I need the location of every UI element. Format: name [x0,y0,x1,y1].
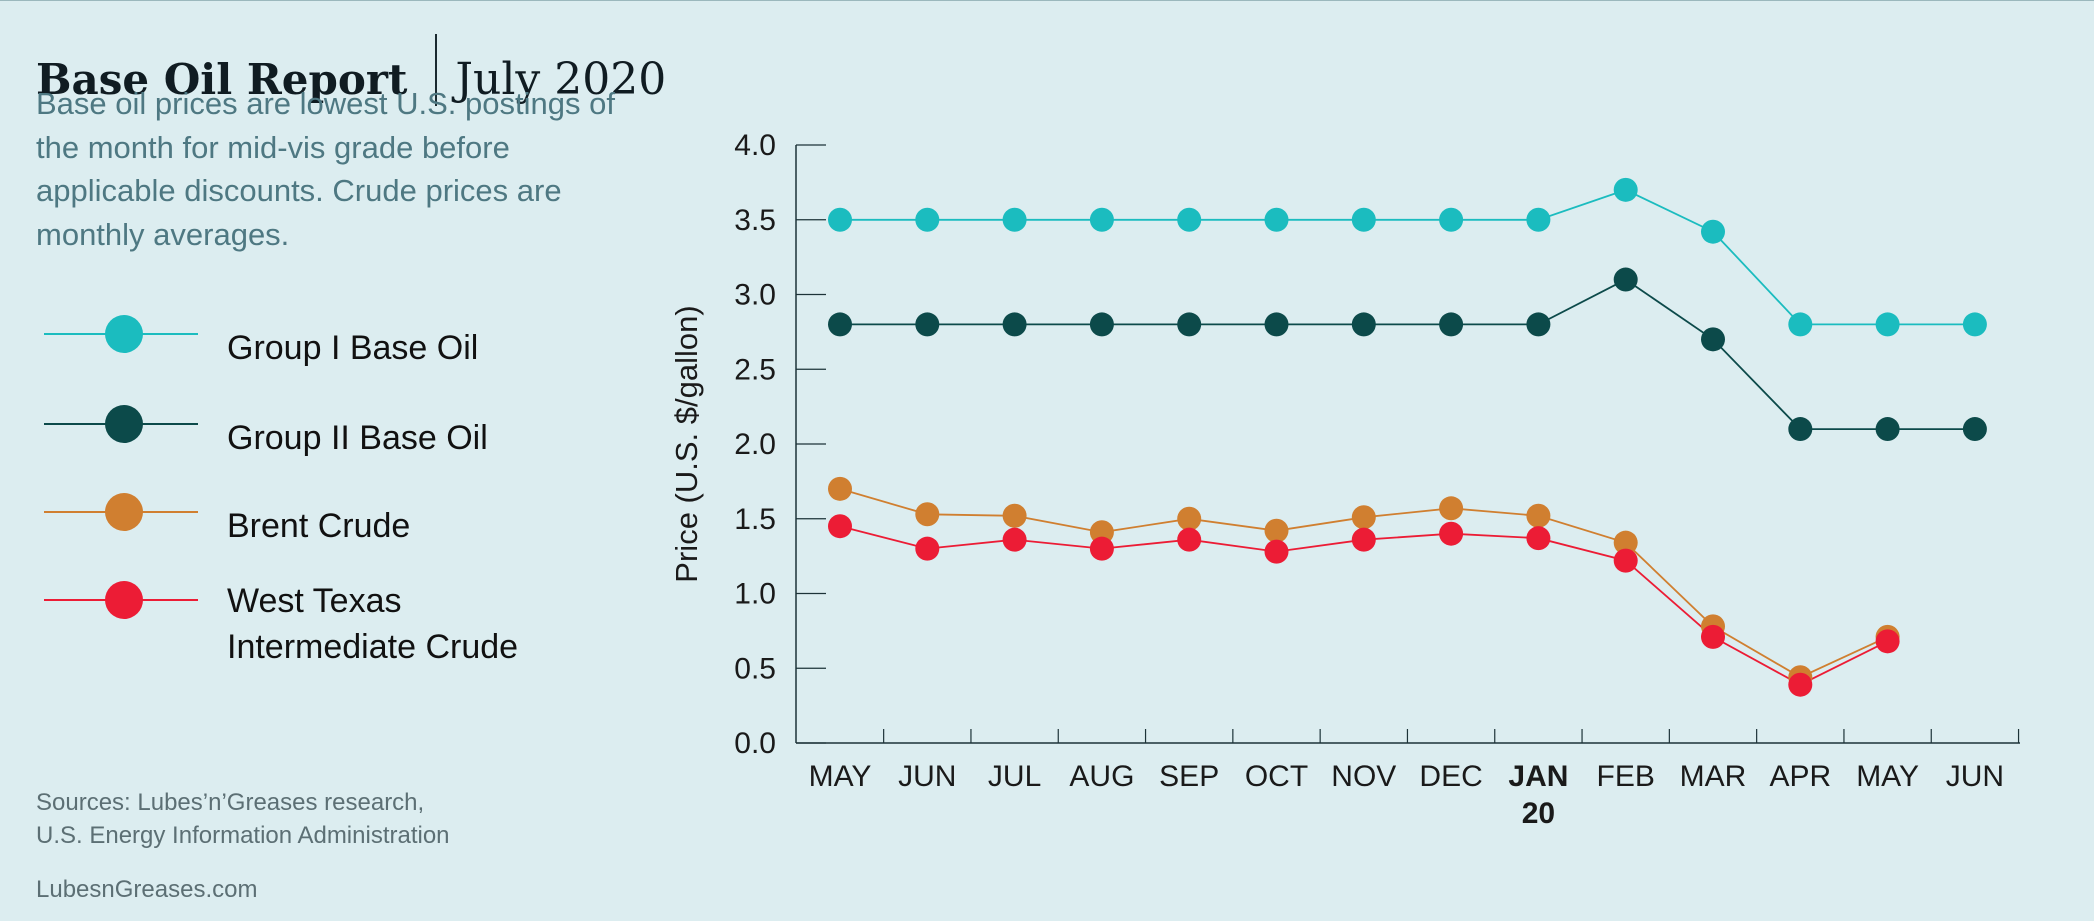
data-point-group-2 [1177,312,1202,337]
legend-swatch-brent [44,493,198,531]
data-point-group-1 [1613,177,1638,202]
data-point-brent [1264,518,1289,543]
y-tick-label: 1.0 [734,578,776,611]
data-point-brent [1002,503,1027,528]
series-line-group-2 [840,278,1975,430]
data-point-brent [915,502,940,527]
series-line-group-1 [840,188,1975,326]
legend-label-group-2: Group II Base Oil [227,419,488,457]
report-description: Base oil prices are lowest U.S. postings… [36,86,615,252]
data-point-group-1 [1089,207,1114,232]
data-point-group-1 [1439,207,1464,232]
data-point-brent [1526,503,1551,528]
data-point-group-1 [1788,312,1813,337]
x-tick-label: DEC [1419,760,1482,793]
data-point-group-2 [828,312,852,337]
data-point-wti [1177,527,1202,552]
sources-note: Sources: Lubes’n’Greases research, U.S. … [36,789,450,849]
data-point-group-2 [1351,312,1376,337]
x-tick-label: SEP [1159,760,1219,793]
data-point-group-2 [915,312,940,337]
data-point-group-1 [1264,207,1289,232]
legend-swatch-group-1 [44,315,198,353]
data-point-group-1 [1177,207,1202,232]
x-tick-label: OCT [1245,760,1308,793]
x-tick-label: NOV [1331,760,1396,793]
data-point-group-2 [1875,417,1900,442]
x-tick-label: AUG [1069,760,1134,793]
legend-label-group-1: Group I Base Oil [227,329,479,367]
data-point-brent [1177,506,1202,531]
y-tick-label: 2.0 [734,428,776,461]
data-point-group-1 [1875,312,1900,337]
report-header: Base Oil Report July 2020 [36,22,667,106]
data-point-wti [1788,672,1813,697]
data-point-wti [1089,536,1114,561]
data-point-wti [1875,629,1900,654]
y-tick-label: 3.0 [734,279,776,312]
data-point-brent [1351,505,1376,530]
data-point-group-1 [1526,207,1551,232]
data-point-wti [1701,624,1725,649]
data-point-group-2 [1788,417,1813,442]
site-credit: LubesnGreases.com [36,876,258,903]
legend-label-brent: Brent Crude [227,507,411,545]
data-point-wti [828,514,852,539]
data-point-group-2 [1962,417,1987,442]
legend-swatch-wti [44,581,198,619]
data-point-group-2 [1701,327,1725,352]
data-point-brent [828,476,852,501]
data-point-wti [1439,521,1464,546]
data-point-group-1 [1351,207,1376,232]
data-point-wti [1526,526,1551,551]
x-tick-label: MAY [1856,760,1919,793]
top-rule [0,0,2094,1]
data-point-group-1 [915,207,940,232]
report-title: Base Oil Report [36,55,408,104]
x-tick-label: MAY [809,760,872,793]
data-point-wti [915,536,940,561]
y-tick-label: 0.5 [734,652,776,685]
y-tick-label: 0.0 [734,727,776,760]
data-point-brent [1439,496,1464,521]
data-point-group-1 [1002,207,1027,232]
data-point-group-1 [1701,219,1725,244]
data-point-group-1 [828,207,852,232]
legend-swatch-group-2 [44,405,198,443]
x-tick-sublabel: 20 [1522,797,1555,830]
legend-label-wti: West Texas Intermediate Crude [227,582,519,666]
y-tick-label: 2.5 [734,353,776,386]
data-point-wti [1002,527,1027,552]
data-point-group-2 [1526,312,1551,337]
y-tick-label: 3.5 [734,204,776,237]
data-point-group-2 [1089,312,1114,337]
y-tick-label: 1.5 [734,503,776,536]
data-point-wti [1264,539,1289,564]
data-point-group-1 [1962,312,1987,337]
data-point-group-2 [1613,267,1638,292]
data-point-group-2 [1002,312,1027,337]
x-tick-label: MAR [1680,760,1747,793]
x-tick-label: JUL [988,760,1041,793]
data-point-wti [1351,527,1376,552]
data-point-brent [1089,520,1114,545]
y-tick-label: 4.0 [734,129,776,162]
x-tick-label: JAN [1508,760,1568,793]
y-axis-title: Price (U.S. $/gallon) [669,305,704,582]
report-date: July 2020 [455,54,667,105]
data-point-wti [1613,548,1638,573]
x-tick-label: JUN [898,760,956,793]
data-point-brent [1613,530,1638,555]
data-point-group-2 [1264,312,1289,337]
x-tick-label: JUN [1946,760,2004,793]
x-tick-label: APR [1769,760,1831,793]
title-divider [435,34,438,106]
x-tick-label: FEB [1597,760,1655,793]
data-point-group-2 [1439,312,1464,337]
